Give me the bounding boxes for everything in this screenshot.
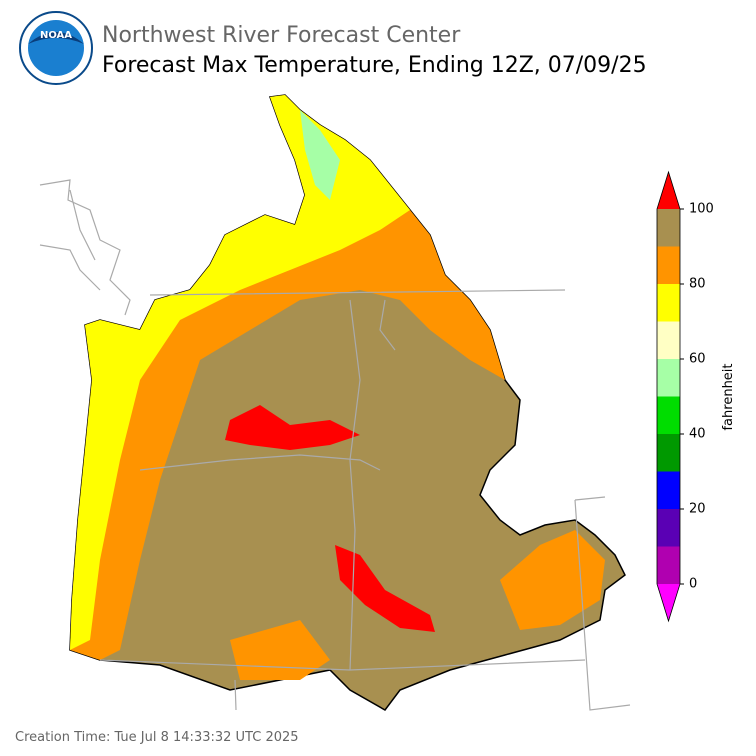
colorbar: 0 20 40 60 80 100 [656,170,714,623]
map [39,94,631,711]
colorbar-bin [657,434,680,472]
creation-time: Creation Time: Tue Jul 8 14:33:32 UTC 20… [15,730,299,745]
logo-disc [28,20,84,76]
logo-text: NOAA [40,30,72,41]
tick-label: 0 [689,577,697,592]
title: Northwest River Forecast Center [102,23,461,48]
colorbar-over [657,172,680,209]
colorbar-bin [657,509,680,547]
colorbar-bin [657,396,680,434]
colorbar-bin [657,284,680,322]
mild-zone [70,95,410,650]
warm-zone [70,95,505,660]
hot-patch [225,405,435,632]
colorbar-under [657,584,680,621]
warm-patch [230,530,605,680]
colorbar-bin [657,246,680,284]
noaa-logo: NOAA [19,11,93,85]
tick-label: 60 [689,352,706,367]
tick-label: 80 [689,277,706,292]
colorbar-bin [657,471,680,509]
subtitle: Forecast Max Temperature, Ending 12Z, 07… [102,53,647,78]
colorbar-label: fahrenheit [721,363,736,430]
colorbar-bin [657,209,680,247]
state-lines [99,289,631,711]
tick-label: 40 [689,427,706,442]
cool-zone [300,110,340,200]
logo-bird [28,32,84,44]
colorbar-bin [657,546,680,584]
tick-label: 100 [689,202,714,217]
colorbar-bin [657,321,680,359]
colorbar-bin [657,359,680,397]
tick-label: 20 [689,502,706,517]
coastline [39,179,131,316]
